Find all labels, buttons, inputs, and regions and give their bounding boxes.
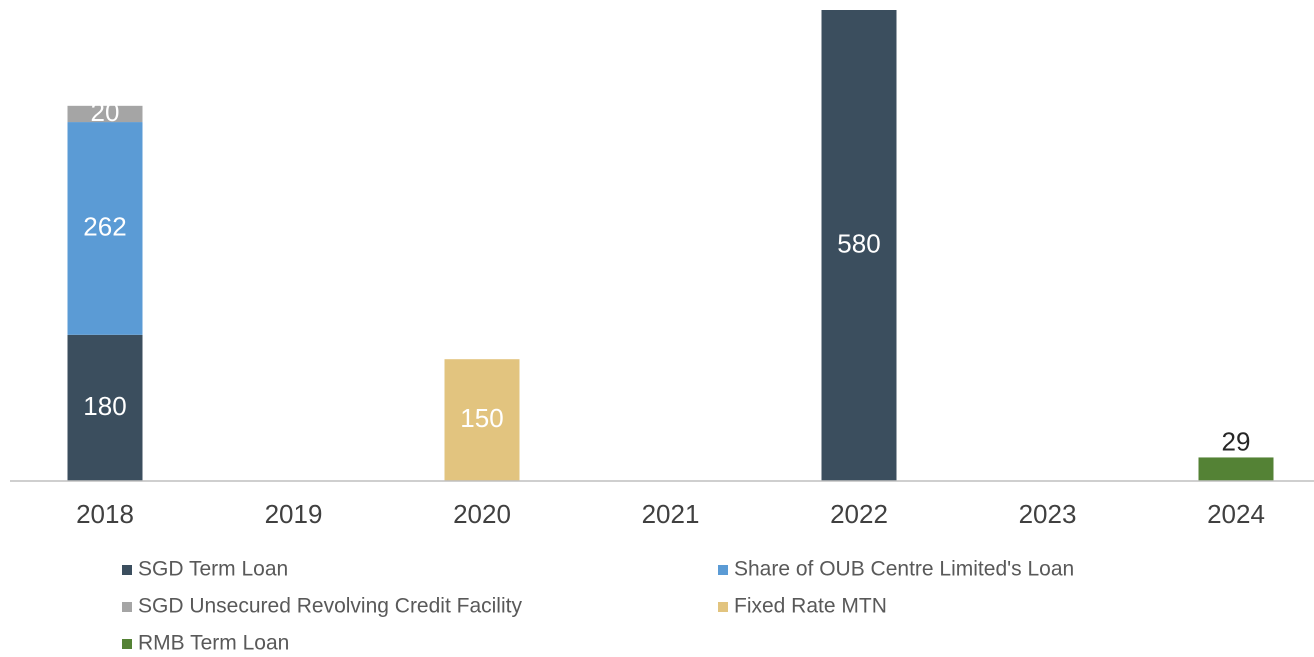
legend-label: RMB Term Loan	[138, 632, 289, 655]
value-label: 580	[837, 228, 880, 258]
x-tick-label: 2022	[830, 499, 888, 529]
legend-swatch	[718, 602, 728, 612]
legend-label: Share of OUB Centre Limited's Loan	[734, 558, 1074, 581]
x-tick-label: 2020	[453, 499, 511, 529]
bar-segment	[444, 359, 520, 481]
bar-segment	[67, 334, 143, 481]
legend-swatch	[122, 602, 132, 612]
legend-label: SGD Unsecured Revolving Credit Facility	[138, 595, 522, 618]
bar-segment	[67, 122, 143, 335]
x-tick-label: 2019	[265, 499, 323, 529]
legend-swatch	[122, 639, 132, 649]
value-label: 262	[83, 211, 126, 241]
legend-swatch	[122, 565, 132, 575]
value-label: 180	[83, 391, 126, 421]
legend-swatch	[718, 565, 728, 575]
legend-label: SGD Term Loan	[138, 558, 288, 581]
legend-label: Fixed Rate MTN	[734, 595, 887, 618]
bar-segment	[67, 105, 143, 123]
value-label: 29	[1222, 426, 1251, 456]
x-tick-label: 2024	[1207, 499, 1265, 529]
x-tick-label: 2023	[1019, 499, 1077, 529]
bar-segment	[821, 10, 897, 481]
value-label: 20	[91, 97, 120, 127]
x-tick-label: 2018	[76, 499, 134, 529]
value-label: 150	[460, 403, 503, 433]
bar-segment	[1198, 457, 1274, 481]
x-tick-label: 2021	[642, 499, 700, 529]
